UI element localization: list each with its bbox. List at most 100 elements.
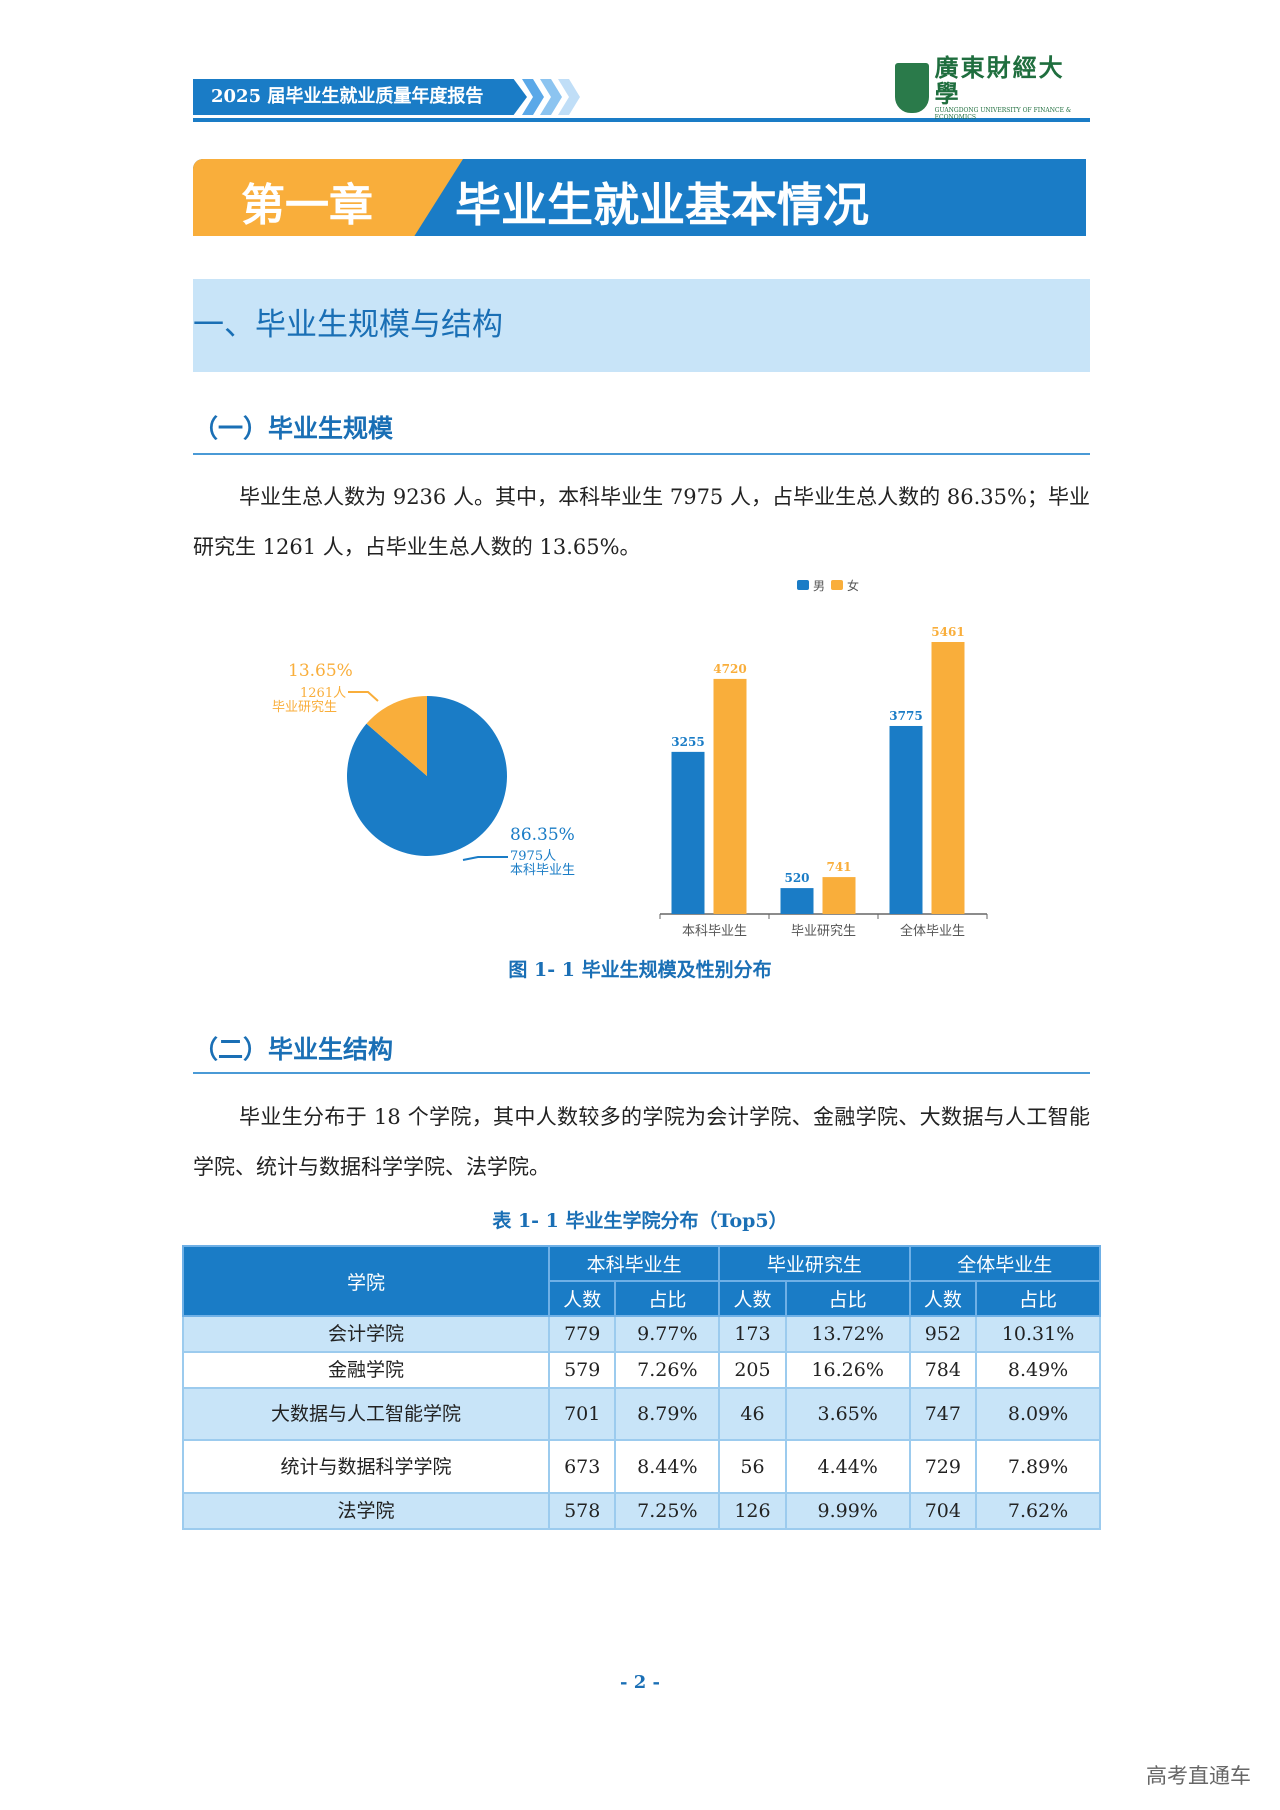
figure-charts: 男 女 13.65% 1261人 毕业研究生 86.35% 7975人 本科毕业…: [272, 578, 988, 939]
chapter-banner: 第一章 毕业生就业基本情况: [193, 159, 1086, 236]
sub-header: 占比: [614, 1280, 721, 1317]
table-row: 大数据与人工智能学院 701 8.79% 46 3.65% 747 8.09%: [182, 1387, 1101, 1441]
report-title-bar: 2025 届毕业生就业质量年度报告: [193, 79, 527, 115]
sub-header: 占比: [784, 1280, 911, 1317]
x-tick-label: 本科毕业生: [682, 924, 747, 939]
bar-value-label: 3255: [671, 735, 704, 749]
report-title: 2025 届毕业生就业质量年度报告: [211, 86, 484, 107]
value-cell: 8.44%: [614, 1439, 721, 1494]
sub-header: 占比: [975, 1280, 1101, 1317]
value-cell: 4.44%: [784, 1439, 911, 1494]
value-cell: 779: [547, 1315, 617, 1353]
college-name-cell: 会计学院: [182, 1315, 550, 1353]
value-cell: 8.79%: [614, 1387, 721, 1441]
chevron-icon: [558, 79, 580, 115]
legend-swatch-male: [797, 580, 809, 590]
bar-female: [822, 877, 856, 914]
pie-slice-1: [366, 696, 427, 776]
pie-label-count: 1261人: [300, 686, 346, 701]
value-cell: 747: [908, 1387, 978, 1441]
pie-label-percent: 86.35%: [510, 825, 575, 845]
university-name: 廣東財經大學: [934, 53, 1065, 108]
group-header: 全体毕业生: [908, 1245, 1102, 1282]
value-cell: 9.77%: [614, 1315, 721, 1353]
value-cell: 10.31%: [975, 1315, 1101, 1353]
college-distribution-table: 学院 本科毕业生 毕业研究生 全体毕业生 人数 占比 人数 占比 人数 占比 会计学院…: [182, 1245, 1102, 1530]
section-title: 一、毕业生规模与结构: [193, 279, 1090, 372]
bar-male: [780, 888, 814, 914]
value-cell: 173: [718, 1315, 787, 1353]
group-header: 本科毕业生: [547, 1245, 721, 1282]
value-cell: 8.49%: [975, 1351, 1101, 1389]
value-cell: 3.65%: [784, 1387, 911, 1441]
sub-header: 人数: [908, 1280, 978, 1317]
table-row: 统计与数据科学学院 673 8.44% 56 4.44% 729 7.89%: [182, 1439, 1101, 1494]
subsection-title: （一）毕业生规模: [193, 414, 394, 443]
pie-label-name: 毕业研究生: [272, 700, 337, 715]
sub-header: 人数: [718, 1280, 787, 1317]
page-number: - 2 -: [620, 1672, 660, 1693]
bar-value-label: 741: [826, 860, 851, 874]
value-cell: 46: [718, 1387, 787, 1441]
value-cell: 126: [718, 1492, 787, 1530]
bar-male: [671, 751, 705, 914]
value-cell: 7.89%: [975, 1439, 1101, 1494]
pie-label-percent: 13.65%: [288, 661, 353, 681]
value-cell: 578: [547, 1492, 617, 1530]
seal-icon: [895, 63, 929, 113]
value-cell: 784: [908, 1351, 978, 1389]
value-cell: 7.26%: [614, 1351, 721, 1389]
subsection-title: （二）毕业生结构: [193, 1035, 394, 1064]
divider: [193, 1072, 1090, 1074]
x-tick-label: 全体毕业生: [900, 923, 965, 939]
value-cell: 16.26%: [784, 1351, 911, 1389]
divider: [193, 453, 1090, 455]
table-row: 会计学院 779 9.77% 173 13.72% 952 10.31%: [182, 1315, 1101, 1353]
value-cell: 704: [908, 1492, 978, 1530]
group-header: 毕业研究生: [718, 1245, 911, 1282]
paragraph: 毕业生分布于 18 个学院，其中人数较多的学院为会计学院、金融学院、大数据与人工…: [193, 1105, 1090, 1179]
bar-value-label: 5461: [931, 625, 964, 639]
header-divider: [193, 118, 1090, 122]
value-cell: 9.99%: [784, 1492, 911, 1530]
bar-female: [931, 642, 965, 914]
table-caption: 表 1- 1 毕业生学院分布（Top5）: [492, 1210, 788, 1232]
chart-legend: 男 女: [797, 578, 859, 593]
value-cell: 8.09%: [975, 1387, 1101, 1441]
value-cell: 729: [908, 1439, 978, 1494]
value-cell: 7.62%: [975, 1492, 1101, 1530]
value-cell: 56: [718, 1439, 787, 1494]
college-name-cell: 金融学院: [182, 1351, 550, 1389]
value-cell: 13.72%: [784, 1315, 911, 1353]
university-logo: 廣東財經大學 GUANGDONG UNIVERSITY OF FINANCE &…: [895, 55, 1090, 121]
legend-label-male: 男: [813, 579, 825, 593]
legend-label-female: 女: [847, 578, 859, 593]
value-cell: 673: [547, 1439, 617, 1494]
paragraph: 毕业生总人数为 9236 人。其中，本科毕业生 7975 人，占毕业生总人数的 …: [193, 485, 1090, 559]
bar-value-label: 4720: [713, 662, 746, 676]
watermark: 高考直通车: [1146, 1764, 1251, 1788]
pie-label-count: 7975人: [510, 849, 556, 864]
pie-label-name: 本科毕业生: [510, 863, 575, 878]
value-cell: 579: [547, 1351, 617, 1389]
pie-chart: [346, 696, 508, 856]
legend-swatch-female: [831, 580, 843, 590]
chevron-icon: [522, 79, 544, 115]
chapter-title: 毕业生就业基本情况: [455, 178, 869, 232]
value-cell: 952: [908, 1315, 978, 1353]
bar-male: [889, 725, 923, 914]
college-name-cell: 统计与数据科学学院: [182, 1439, 550, 1494]
bar-chart: 本科毕业生 3255 4720 毕业研究生 520 741 全体毕业生 3775 5461: [659, 625, 988, 939]
figure-caption: 图 1- 1 毕业生规模及性别分布: [508, 959, 772, 981]
col-college: 学院: [182, 1245, 550, 1317]
chevron-icon: [540, 79, 562, 115]
value-cell: 205: [718, 1351, 787, 1389]
x-tick-label: 毕业研究生: [791, 924, 856, 939]
college-name-cell: 法学院: [182, 1492, 550, 1530]
college-name-cell: 大数据与人工智能学院: [182, 1387, 550, 1441]
table-row: 金融学院 579 7.26% 205 16.26% 784 8.49%: [182, 1351, 1101, 1389]
sub-header: 人数: [547, 1280, 617, 1317]
value-cell: 701: [547, 1387, 617, 1441]
bar-female: [713, 678, 747, 914]
value-cell: 7.25%: [614, 1492, 721, 1530]
